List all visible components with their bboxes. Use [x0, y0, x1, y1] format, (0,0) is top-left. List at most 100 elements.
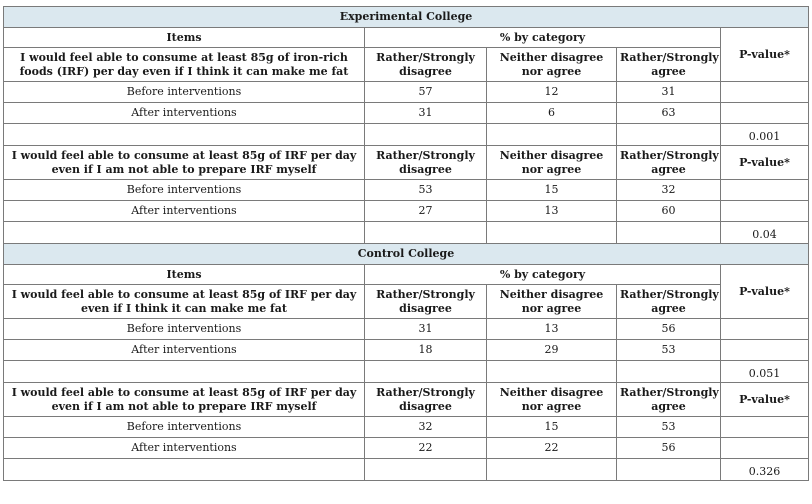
- empty-cell: [720, 200, 809, 222]
- value-neutral: 15: [486, 179, 617, 201]
- category-header: % by category: [364, 27, 721, 48]
- data-row: Before interventions 31 13 56: [3, 318, 809, 340]
- value-neutral: 13: [486, 318, 617, 340]
- question-text: I would feel able to consume at least 85…: [3, 382, 365, 417]
- empty-cell: [720, 179, 809, 201]
- items-header: Items: [3, 27, 365, 48]
- data-row: Before interventions 57 12 31: [3, 81, 809, 103]
- pvalue-header: P-value*: [720, 382, 809, 417]
- empty-cell: [3, 123, 365, 146]
- value-neutral: 12: [486, 81, 617, 103]
- value-agree: 63: [616, 102, 721, 124]
- empty-cell: [720, 318, 809, 340]
- row-label: After interventions: [3, 437, 365, 459]
- question-row: I would feel able to consume at least 85…: [3, 284, 809, 319]
- row-label: Before interventions: [3, 81, 365, 103]
- col-neutral-header: Neither disagree nor agree: [486, 47, 617, 82]
- value-agree: 60: [616, 200, 721, 222]
- question-text: I would feel able to consume at least 85…: [3, 47, 365, 82]
- pvalue-header: P-value*: [720, 264, 809, 319]
- row-label: Before interventions: [3, 179, 365, 201]
- col-disagree-header: Rather/Strongly disagree: [364, 284, 487, 319]
- col-agree-header: Rather/Strongly agree: [616, 382, 721, 417]
- question-row: I would feel able to consume at least 85…: [3, 145, 809, 180]
- column-header-row: Items% by category P-value*: [3, 264, 809, 319]
- items-header: Items: [3, 264, 365, 285]
- value-disagree: 22: [364, 437, 487, 459]
- column-header-row: Items% by category P-value*: [3, 27, 809, 82]
- college-header-row: Experimental College: [3, 6, 809, 28]
- col-agree-header: Rather/Strongly agree: [616, 145, 721, 180]
- pvalue-row: 0.051: [3, 360, 809, 383]
- value-neutral: 13: [486, 200, 617, 222]
- value-disagree: 31: [364, 318, 487, 340]
- value-disagree: 27: [364, 200, 487, 222]
- value-agree: 32: [616, 179, 721, 201]
- data-row: Before interventions 53 15 32: [3, 179, 809, 201]
- pvalue-value: 0.051: [720, 360, 809, 383]
- pvalue-value: 0.04: [720, 221, 809, 244]
- empty-cell: [720, 102, 809, 124]
- question-row: I would feel able to consume at least 85…: [3, 47, 809, 82]
- college-header-row: Control College: [3, 243, 809, 265]
- value-disagree: 57: [364, 81, 487, 103]
- empty-cell: [486, 221, 617, 244]
- value-agree: 53: [616, 416, 721, 438]
- data-row: After interventions 22 22 56: [3, 437, 809, 459]
- col-disagree-header: Rather/Strongly disagree: [364, 382, 487, 417]
- row-label: After interventions: [3, 102, 365, 124]
- row-label: Before interventions: [3, 318, 365, 340]
- question-row: I would feel able to consume at least 85…: [3, 382, 809, 417]
- col-disagree-header: Rather/Strongly disagree: [364, 145, 487, 180]
- empty-cell: [3, 458, 365, 481]
- data-row: After interventions 27 13 60: [3, 200, 809, 222]
- value-disagree: 31: [364, 102, 487, 124]
- pvalue-value: 0.326: [720, 458, 809, 481]
- value-disagree: 32: [364, 416, 487, 438]
- col-disagree-header: Rather/Strongly disagree: [364, 47, 487, 82]
- empty-cell: [3, 221, 365, 244]
- pvalue-row: 0.001: [3, 123, 809, 146]
- question-text: I would feel able to consume at least 85…: [3, 284, 365, 319]
- pvalue-header: P-value*: [720, 145, 809, 180]
- empty-cell: [720, 339, 809, 361]
- data-row: Before interventions 32 15 53: [3, 416, 809, 438]
- empty-cell: [616, 221, 721, 244]
- empty-cell: [364, 221, 487, 244]
- pvalue-row: 0.04: [3, 221, 809, 244]
- row-label: After interventions: [3, 200, 365, 222]
- empty-cell: [616, 360, 721, 383]
- question-text: I would feel able to consume at least 85…: [3, 145, 365, 180]
- value-neutral: 15: [486, 416, 617, 438]
- pvalue-row: 0.326: [3, 458, 809, 481]
- value-disagree: 18: [364, 339, 487, 361]
- col-neutral-header: Neither disagree nor agree: [486, 382, 617, 417]
- data-row: After interventions 31 6 63: [3, 102, 809, 124]
- row-label: Before interventions: [3, 416, 365, 438]
- empty-cell: [3, 360, 365, 383]
- pvalue-value: 0.001: [720, 123, 809, 146]
- value-disagree: 53: [364, 179, 487, 201]
- value-neutral: 6: [486, 102, 617, 124]
- value-agree: 56: [616, 437, 721, 459]
- value-neutral: 22: [486, 437, 617, 459]
- col-agree-header: Rather/Strongly agree: [616, 284, 721, 319]
- value-neutral: 29: [486, 339, 617, 361]
- col-neutral-header: Neither disagree nor agree: [486, 145, 617, 180]
- empty-cell: [364, 360, 487, 383]
- data-row: After interventions 18 29 53: [3, 339, 809, 361]
- empty-cell: [486, 360, 617, 383]
- empty-cell: [720, 416, 809, 438]
- empty-cell: [720, 437, 809, 459]
- category-header: % by category: [364, 264, 721, 285]
- empty-cell: [364, 458, 487, 481]
- row-label: After interventions: [3, 339, 365, 361]
- college-title: Control College: [3, 243, 809, 265]
- value-agree: 31: [616, 81, 721, 103]
- value-agree: 53: [616, 339, 721, 361]
- pvalue-header: P-value*: [720, 27, 809, 82]
- empty-cell: [364, 123, 487, 146]
- empty-cell: [720, 81, 809, 103]
- results-table: Experimental College Items% by category P-…: [3, 6, 809, 481]
- value-agree: 56: [616, 318, 721, 340]
